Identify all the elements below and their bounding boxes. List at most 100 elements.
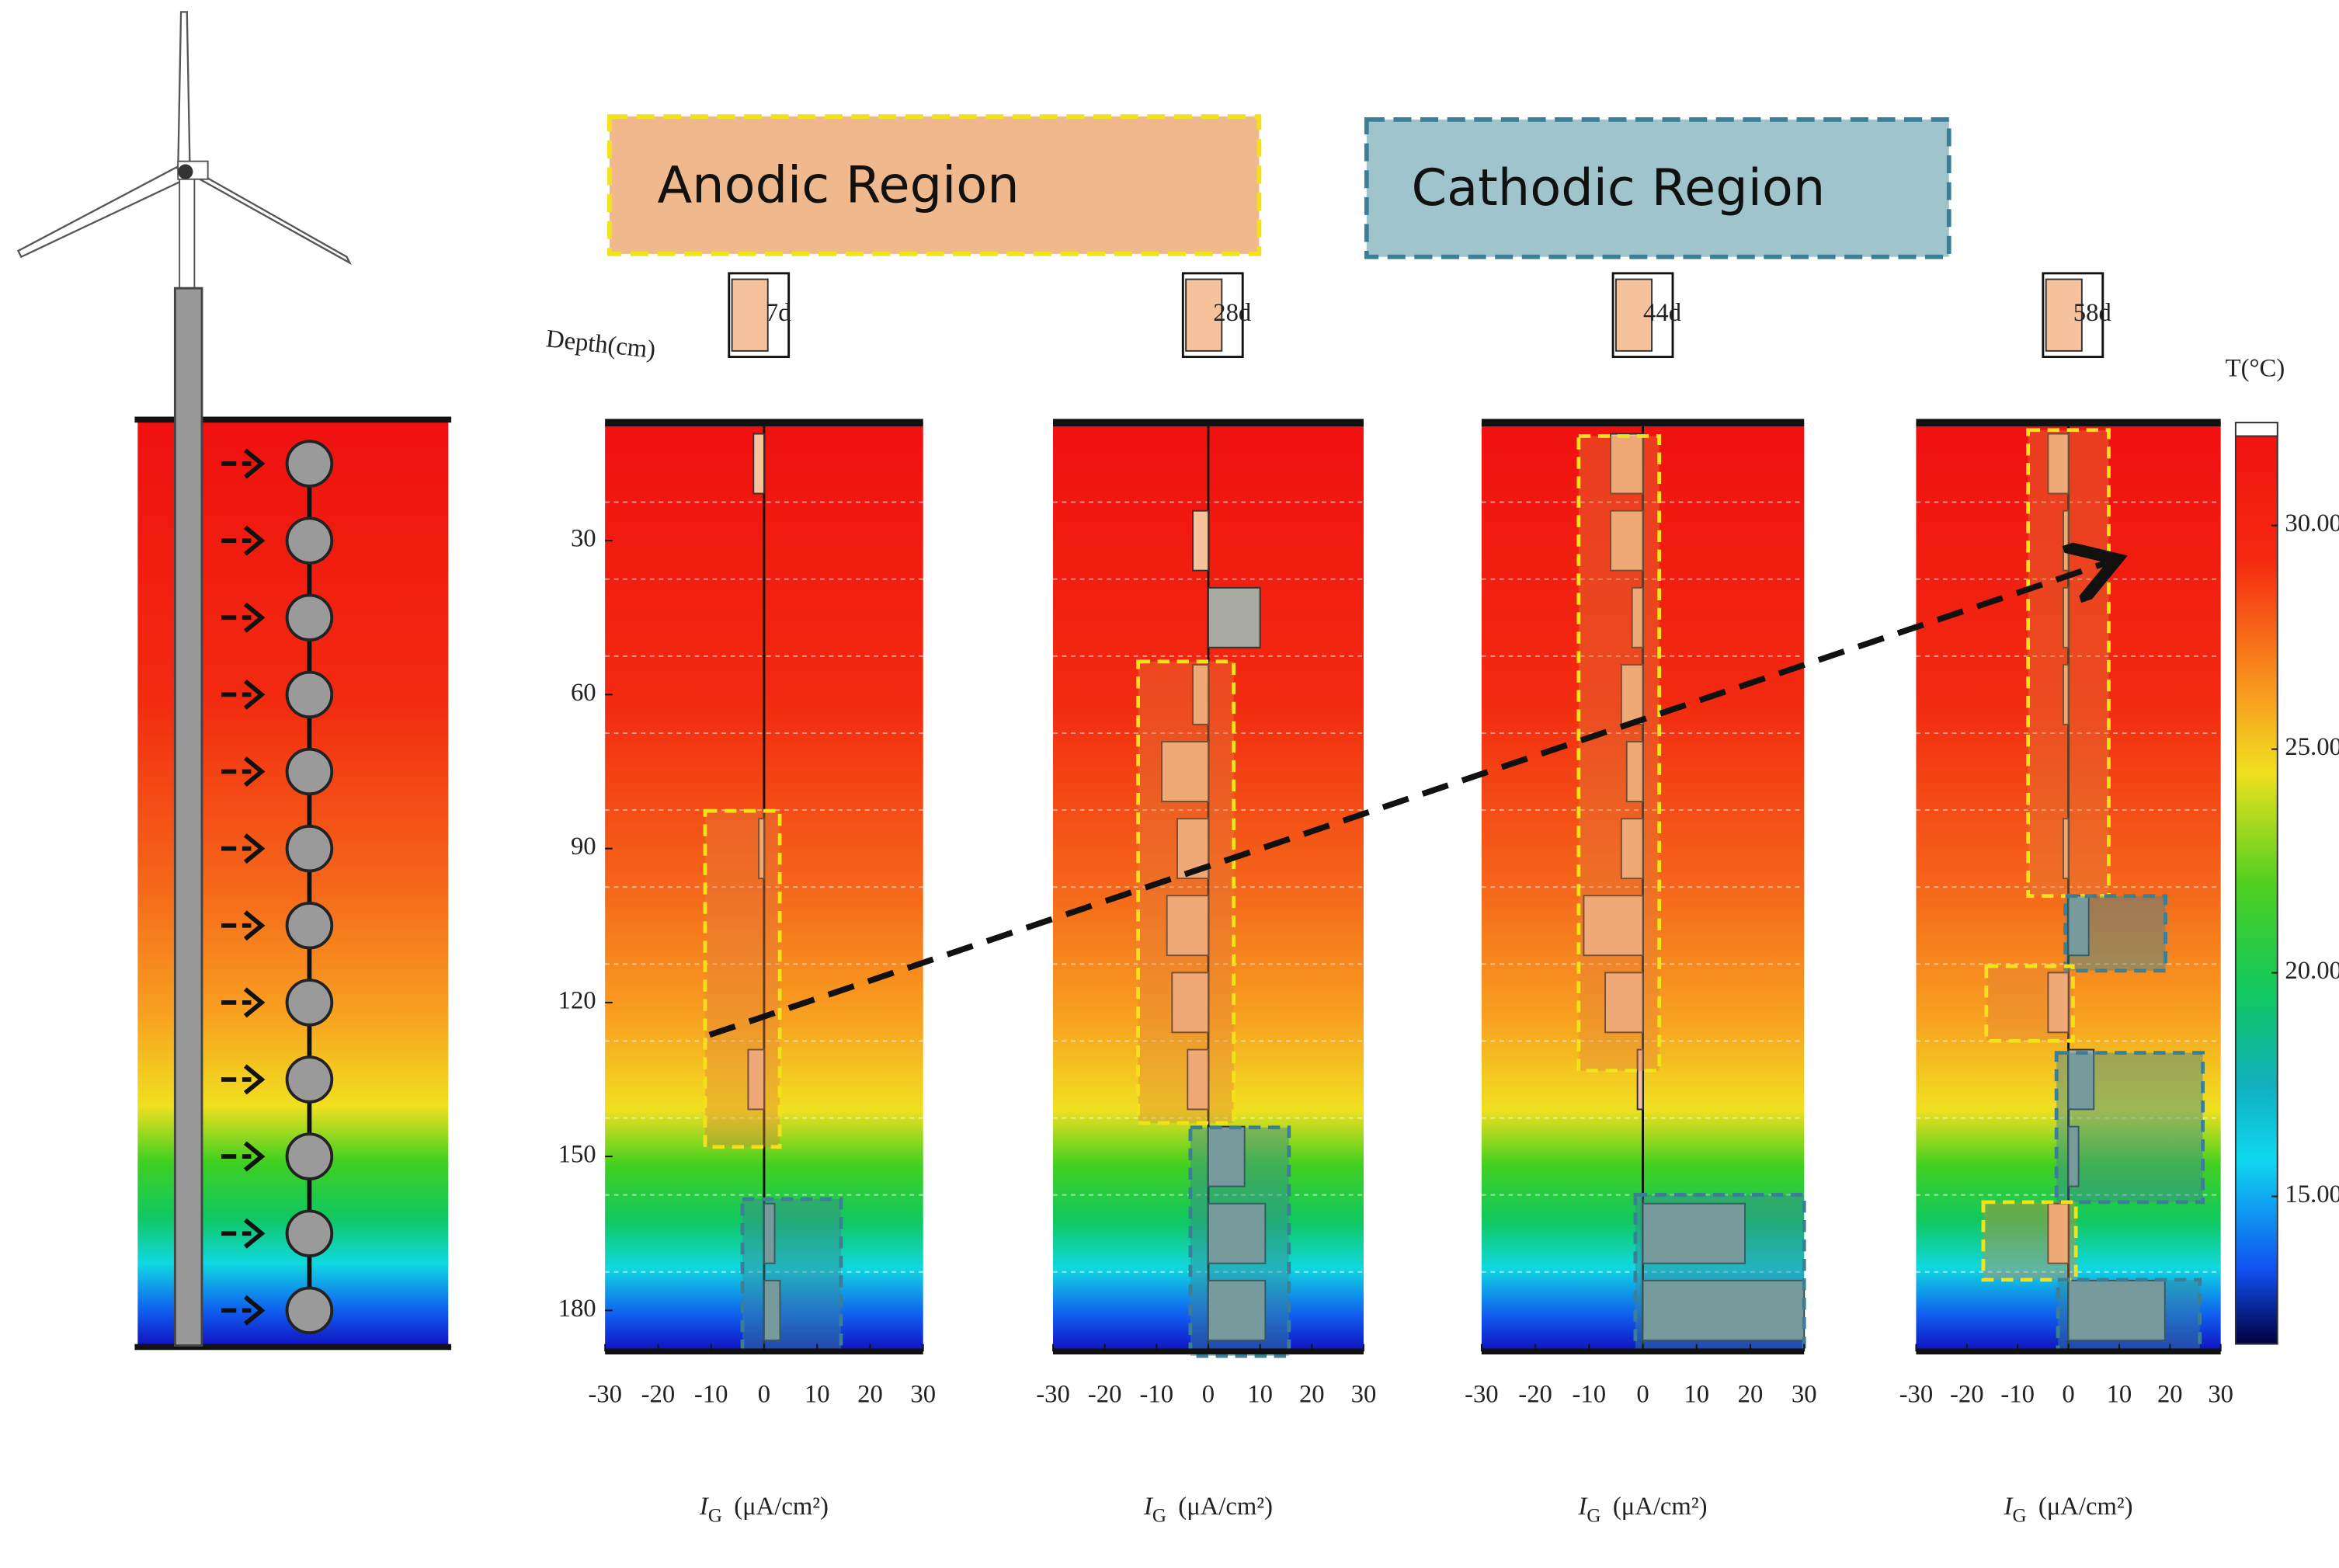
pile	[173, 287, 203, 1347]
sensor-arrow	[221, 1064, 266, 1095]
sensor-arrow	[221, 1141, 266, 1172]
x-tick-label: 0	[1636, 1380, 1649, 1408]
anodic-region	[1984, 964, 2075, 1043]
anodic-region	[703, 808, 782, 1149]
colorbar-tick-label: 15.00	[2285, 1180, 2339, 1208]
sensor	[285, 1132, 334, 1180]
colorbar	[2234, 422, 2278, 1345]
y-axis-label: Depth(cm)	[544, 325, 657, 364]
bar	[2067, 1279, 2166, 1341]
x-label-unit: (μA/cm²)	[2038, 1493, 2133, 1521]
sensor-arrow	[221, 910, 266, 941]
x-label-sub: G	[1587, 1505, 1600, 1526]
x-tick-label: -20	[1088, 1380, 1122, 1408]
sensor-arrow	[221, 679, 266, 710]
x-tick-label: 30	[1351, 1380, 1377, 1408]
x-tick-label: 10	[1247, 1380, 1273, 1408]
anodic-legend-box	[607, 114, 1262, 256]
x-tick-label: 20	[857, 1380, 883, 1408]
sensor-arrow	[221, 525, 266, 556]
x-tick-label: 0	[758, 1380, 770, 1408]
colorbar-tick-label: 25.00	[2285, 733, 2339, 761]
colorbar-label: T(°C)	[2226, 354, 2285, 382]
bar	[2047, 972, 2070, 1034]
bar	[758, 818, 765, 880]
bar	[1208, 586, 1261, 648]
x-label-symbol: I	[699, 1493, 710, 1521]
x-tick-label: -30	[588, 1380, 622, 1408]
sensor	[285, 516, 334, 565]
x-tick-label: -20	[641, 1380, 676, 1408]
cathodic-region	[2063, 894, 2167, 973]
x-label-unit: (μA/cm²)	[1613, 1493, 1708, 1521]
bar	[1620, 818, 1644, 880]
x-tick-label: 30	[1792, 1380, 1817, 1408]
x-label-sub: G	[1152, 1505, 1166, 1526]
bar	[1625, 741, 1644, 802]
x-tick-label: 20	[1738, 1380, 1764, 1408]
x-label-unit: (μA/cm²)	[1178, 1493, 1273, 1521]
anodic-region	[1981, 1200, 2078, 1282]
panel: -30 -20 -10 0 10 20 30 IG (μA/cm²) 58d	[1899, 272, 2233, 1526]
sensor	[285, 901, 334, 950]
x-tick-label: -30	[1465, 1380, 1499, 1408]
bar	[1208, 1125, 1246, 1187]
bar	[2067, 895, 2090, 957]
bar	[1642, 1202, 1746, 1264]
cathodic-legend-text: Cathodic Region	[1412, 158, 1826, 217]
sensor	[285, 1286, 334, 1335]
age-swatch	[2045, 278, 2083, 352]
x-tick-label: 10	[1684, 1380, 1709, 1408]
bar	[1161, 741, 1209, 802]
sensor-arrow	[221, 448, 266, 479]
bar	[1610, 433, 1644, 495]
panel: -30 -20 -10 0 10 20 30 IG (μA/cm²) 28d	[1036, 272, 1377, 1527]
x-axis-label: IG (μA/cm²)	[699, 1493, 829, 1527]
x-label-sub: G	[708, 1505, 722, 1526]
sensor-string	[221, 440, 334, 1335]
sensor	[285, 747, 334, 796]
x-tick-label: -10	[2000, 1380, 2035, 1408]
colorbar-tick-label: 30.00	[2285, 509, 2339, 537]
age-swatch	[1614, 278, 1653, 352]
bar	[2063, 818, 2070, 880]
bar	[1620, 663, 1644, 725]
x-label-sub: G	[2012, 1505, 2026, 1526]
bar	[752, 433, 765, 495]
bar	[2063, 663, 2070, 725]
x-tick-label: 0	[1202, 1380, 1215, 1408]
x-tick-label: -20	[1518, 1380, 1552, 1408]
panel: -30 -20 -10 0 10 20 30 IG (μA/cm²) 7d 30 60 90 120 150…	[558, 272, 936, 1527]
sensor-arrow	[221, 833, 266, 864]
cathodic-region	[740, 1197, 843, 1354]
sensor-arrow	[221, 602, 266, 633]
age-label: 58d	[2073, 299, 2111, 327]
anodic-region	[1576, 434, 1662, 1073]
sensor	[285, 1209, 334, 1257]
x-label-unit: (μA/cm²)	[734, 1493, 829, 1521]
bar	[747, 1048, 765, 1111]
cathodic-region	[2054, 1051, 2205, 1205]
y-tick-label: 60	[571, 679, 596, 707]
x-tick-label: -30	[1036, 1380, 1070, 1408]
sensor	[285, 670, 334, 719]
sensor	[285, 593, 334, 642]
sensor	[285, 979, 334, 1027]
bar	[1208, 1279, 1267, 1341]
sensor	[285, 1055, 334, 1104]
bar	[1192, 509, 1209, 572]
y-tick-label: 180	[558, 1295, 596, 1323]
bar	[763, 1202, 776, 1264]
x-tick-label: 30	[910, 1380, 936, 1408]
bar	[1636, 1048, 1644, 1111]
x-tick-label: 20	[1299, 1380, 1325, 1408]
x-axis-label: IG (μA/cm²)	[1143, 1493, 1273, 1527]
x-tick-label: -20	[1950, 1380, 1984, 1408]
turbine	[16, 11, 353, 290]
x-tick-label: -10	[694, 1380, 728, 1408]
sensor-arrow	[221, 1295, 266, 1326]
sensor-arrow	[221, 756, 266, 787]
y-tick-label: 120	[558, 986, 596, 1014]
